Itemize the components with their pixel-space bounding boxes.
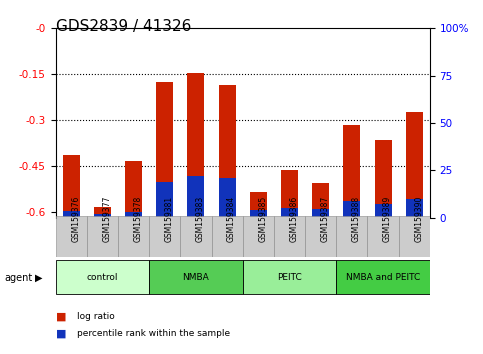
Bar [87, 216, 118, 257]
Bar [156, 82, 173, 218]
Text: ▶: ▶ [35, 273, 43, 283]
Text: GSM159384: GSM159384 [227, 196, 236, 242]
Text: GDS2839 / 41326: GDS2839 / 41326 [56, 19, 191, 34]
Bar [63, 211, 80, 218]
Bar [56, 216, 87, 257]
Bar [187, 73, 204, 218]
Bar [218, 85, 236, 218]
Bar [212, 216, 242, 257]
Text: percentile rank within the sample: percentile rank within the sample [77, 329, 230, 338]
Bar [398, 216, 430, 257]
Bar [250, 192, 267, 218]
Bar [312, 209, 329, 218]
Text: PEITC: PEITC [277, 273, 302, 281]
Text: GSM159385: GSM159385 [258, 196, 267, 242]
Bar [242, 216, 274, 257]
Text: NMBA: NMBA [183, 273, 209, 281]
Text: GSM159381: GSM159381 [165, 196, 174, 242]
Text: log ratio: log ratio [77, 312, 115, 321]
Bar [281, 170, 298, 218]
Bar [125, 161, 142, 218]
Bar [118, 216, 149, 257]
Text: GSM159383: GSM159383 [196, 196, 205, 242]
Bar [149, 216, 180, 257]
Bar [125, 212, 142, 218]
Bar [305, 216, 336, 257]
Bar [406, 112, 423, 218]
Bar [94, 214, 111, 218]
Bar [274, 216, 305, 257]
Text: GSM159386: GSM159386 [289, 196, 298, 242]
Bar [343, 201, 360, 218]
Text: ■: ■ [56, 329, 66, 338]
Bar [281, 208, 298, 218]
Bar [218, 178, 236, 218]
Text: GSM159376: GSM159376 [71, 196, 80, 242]
Text: GSM159388: GSM159388 [352, 196, 361, 242]
Bar [94, 207, 111, 218]
Text: GSM159378: GSM159378 [133, 196, 142, 242]
Text: GSM159390: GSM159390 [414, 196, 423, 242]
Bar [374, 205, 392, 218]
Text: NMBA and PEITC: NMBA and PEITC [346, 273, 420, 281]
Text: ■: ■ [56, 312, 66, 322]
Text: agent: agent [5, 273, 33, 283]
Bar [406, 199, 423, 218]
Bar [149, 260, 242, 294]
Text: GSM159389: GSM159389 [383, 196, 392, 242]
Text: GSM159387: GSM159387 [321, 196, 330, 242]
Bar [242, 260, 336, 294]
Bar [250, 210, 267, 218]
Bar [312, 183, 329, 218]
Text: GSM159377: GSM159377 [102, 196, 112, 242]
Bar [336, 216, 368, 257]
Bar [187, 176, 204, 218]
Bar [63, 155, 80, 218]
Text: control: control [86, 273, 118, 281]
Bar [343, 125, 360, 218]
Bar [56, 260, 149, 294]
Bar [374, 140, 392, 218]
Bar [156, 182, 173, 218]
Bar [180, 216, 212, 257]
Bar [368, 216, 398, 257]
Bar [336, 260, 430, 294]
